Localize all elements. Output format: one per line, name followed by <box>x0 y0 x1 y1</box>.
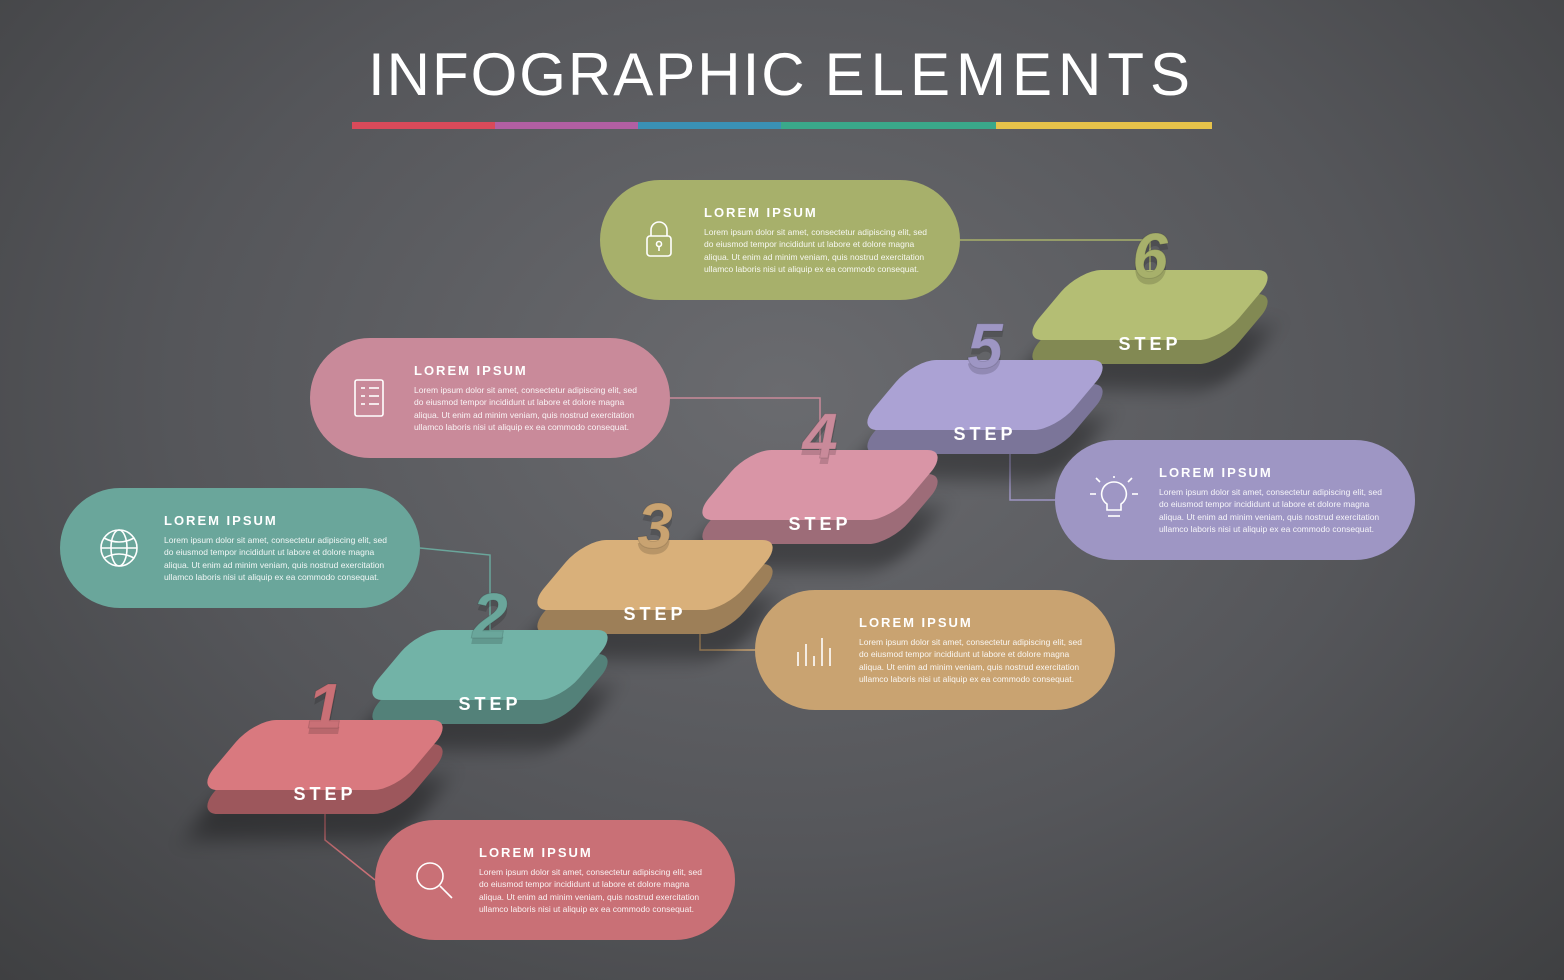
callout-title: LOREM IPSUM <box>164 513 394 528</box>
step-4: 4 STEP <box>720 450 920 560</box>
title-word-1: INFOGRAPHIC <box>368 41 807 108</box>
connector-step-2 <box>420 548 490 630</box>
step-5: 5 STEP <box>885 360 1085 470</box>
step-6: 6 STEP <box>1050 270 1250 380</box>
callout-body: Lorem ipsum dolor sit amet, consectetur … <box>859 636 1089 685</box>
connector-step-5 <box>1010 440 1060 500</box>
callout-title: LOREM IPSUM <box>414 363 644 378</box>
step-label: STEP <box>293 784 356 805</box>
callout-title: LOREM IPSUM <box>479 845 709 860</box>
callout-body: Lorem ipsum dolor sit amet, consectetur … <box>164 534 394 583</box>
step-number: 6 <box>1132 224 1168 288</box>
callout-title: LOREM IPSUM <box>1159 465 1389 480</box>
underline-segment <box>996 122 1212 129</box>
step-number: 5 <box>967 314 1003 378</box>
step-label: STEP <box>1118 334 1181 355</box>
callout-body: Lorem ipsum dolor sit amet, consectetur … <box>479 866 709 915</box>
step-number: 3 <box>637 494 673 558</box>
connector-step-1 <box>325 790 375 880</box>
connector-step-3 <box>700 620 760 650</box>
connector-step-4 <box>670 398 820 450</box>
callout-title: LOREM IPSUM <box>704 205 934 220</box>
title-word-2: ELEMENTS <box>825 41 1196 108</box>
bars-icon <box>777 626 851 674</box>
connector-step-6 <box>960 240 1150 270</box>
infographic-stage: INFOGRAPHIC ELEMENTS 1 STEP LOREM IPSUM L… <box>0 0 1564 980</box>
step-3: 3 STEP <box>555 540 755 650</box>
magnifier-icon <box>397 856 471 904</box>
bulb-icon <box>1077 476 1151 524</box>
step-label: STEP <box>788 514 851 535</box>
step-label: STEP <box>458 694 521 715</box>
title-underline <box>352 122 1212 129</box>
step-label: STEP <box>623 604 686 625</box>
callout-step-5: LOREM IPSUM Lorem ipsum dolor sit amet, … <box>1055 440 1415 560</box>
callout-body: Lorem ipsum dolor sit amet, consectetur … <box>414 384 644 433</box>
underline-segment <box>638 122 781 129</box>
lock-icon <box>622 216 696 264</box>
callout-title: LOREM IPSUM <box>859 615 1089 630</box>
step-label: STEP <box>953 424 1016 445</box>
underline-segment <box>495 122 638 129</box>
callout-step-4: LOREM IPSUM Lorem ipsum dolor sit amet, … <box>310 338 670 458</box>
underline-segment <box>352 122 495 129</box>
underline-segment <box>781 122 996 129</box>
globe-icon <box>82 524 156 572</box>
step-number: 4 <box>802 404 838 468</box>
page-title: INFOGRAPHIC ELEMENTS <box>368 40 1196 109</box>
callout-step-2: LOREM IPSUM Lorem ipsum dolor sit amet, … <box>60 488 420 608</box>
callout-step-3: LOREM IPSUM Lorem ipsum dolor sit amet, … <box>755 590 1115 710</box>
callout-step-1: LOREM IPSUM Lorem ipsum dolor sit amet, … <box>375 820 735 940</box>
step-number: 2 <box>472 584 508 648</box>
step-number: 1 <box>307 674 343 738</box>
checklist-icon <box>332 374 406 422</box>
callout-body: Lorem ipsum dolor sit amet, consectetur … <box>1159 486 1389 535</box>
step-1: 1 STEP <box>225 720 425 830</box>
step-2: 2 STEP <box>390 630 590 740</box>
callout-body: Lorem ipsum dolor sit amet, consectetur … <box>704 226 934 275</box>
callout-step-6: LOREM IPSUM Lorem ipsum dolor sit amet, … <box>600 180 960 300</box>
